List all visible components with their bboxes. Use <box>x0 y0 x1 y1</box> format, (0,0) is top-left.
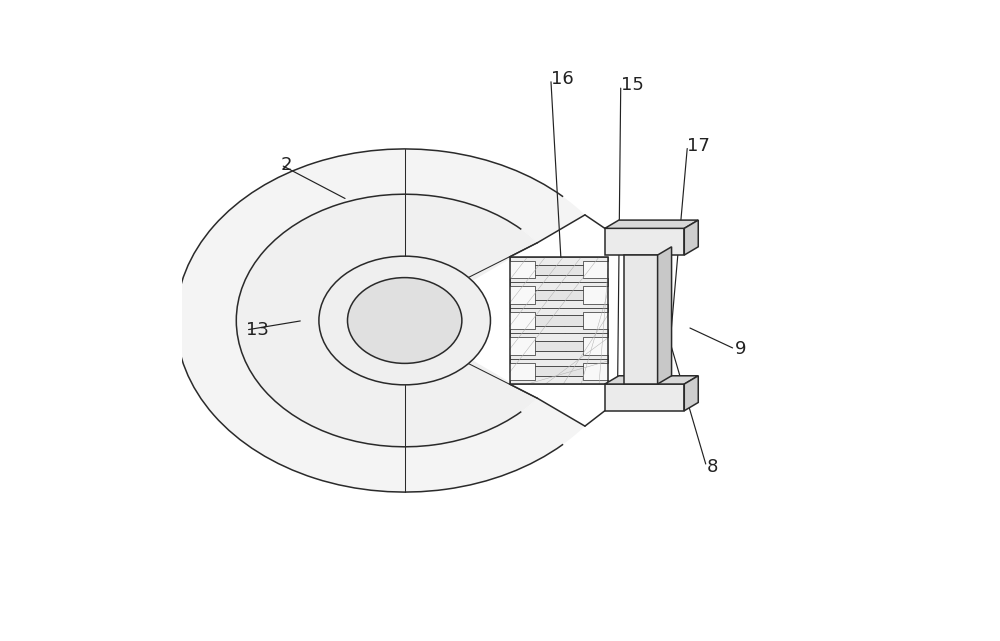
Polygon shape <box>510 308 608 315</box>
Polygon shape <box>535 366 583 376</box>
Polygon shape <box>176 149 585 492</box>
Polygon shape <box>684 220 698 255</box>
Polygon shape <box>510 300 608 308</box>
Polygon shape <box>535 315 583 326</box>
Polygon shape <box>605 228 684 255</box>
Polygon shape <box>510 257 608 265</box>
Polygon shape <box>658 247 672 384</box>
Polygon shape <box>605 384 684 411</box>
Polygon shape <box>605 376 698 384</box>
Text: 13: 13 <box>246 321 269 339</box>
Ellipse shape <box>319 256 490 385</box>
Polygon shape <box>535 265 583 275</box>
Polygon shape <box>510 257 608 384</box>
Text: 2: 2 <box>281 156 292 174</box>
Text: 17: 17 <box>687 137 710 154</box>
Polygon shape <box>510 358 608 366</box>
Polygon shape <box>236 194 537 447</box>
Polygon shape <box>510 333 608 341</box>
Polygon shape <box>684 376 698 411</box>
Polygon shape <box>510 326 608 333</box>
Polygon shape <box>535 290 583 300</box>
Polygon shape <box>510 283 608 290</box>
Polygon shape <box>510 351 608 358</box>
Polygon shape <box>510 275 608 283</box>
Polygon shape <box>510 376 608 384</box>
Text: 16: 16 <box>551 70 574 88</box>
Polygon shape <box>624 255 658 384</box>
Polygon shape <box>605 220 698 228</box>
Polygon shape <box>535 341 583 351</box>
Text: 15: 15 <box>621 76 644 94</box>
Text: 8: 8 <box>707 458 718 476</box>
Ellipse shape <box>347 278 462 363</box>
Text: 9: 9 <box>735 340 747 358</box>
